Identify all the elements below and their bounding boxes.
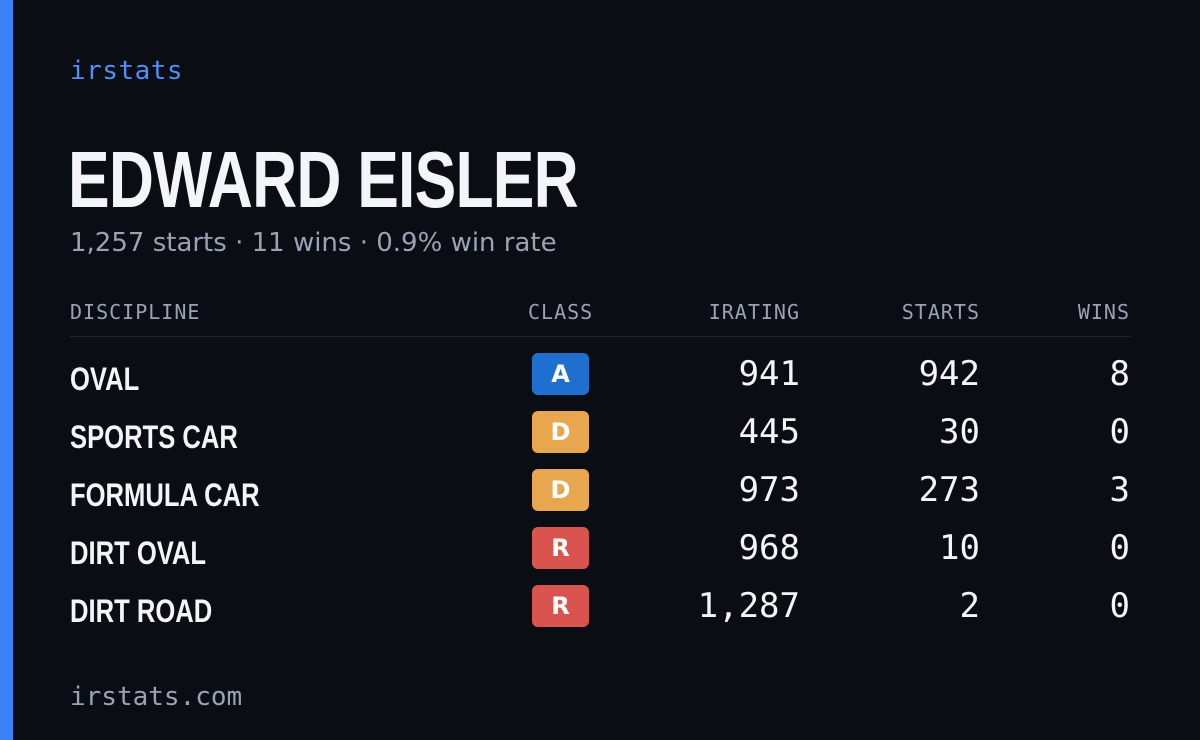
irating-value: 968 (738, 528, 800, 568)
table-row: DIRT OVAL R 968 10 0 (70, 511, 1131, 569)
wins-value: 0 (1109, 412, 1130, 452)
footer-url: irstats.com (70, 682, 243, 712)
header-irating: IRATING (708, 300, 800, 324)
discipline-name: SPORTS CAR (70, 419, 238, 455)
header-starts: STARTS (901, 300, 980, 324)
table-row: DIRT ROAD R 1,287 2 0 (70, 569, 1131, 627)
class-badge: R (532, 527, 589, 569)
wins-value: 8 (1109, 354, 1130, 394)
starts-value: 273 (918, 470, 980, 510)
stats-table: DISCIPLINE CLASS IRATING STARTS WINS OVA… (70, 298, 1131, 627)
wins-value: 0 (1109, 528, 1130, 568)
class-badge: R (532, 585, 589, 627)
wins-value: 3 (1109, 470, 1130, 510)
irating-value: 1,287 (697, 586, 800, 626)
accent-bar (0, 0, 13, 740)
discipline-name: FORMULA CAR (70, 477, 260, 513)
brand-logo: irstats (70, 56, 184, 86)
table-header: DISCIPLINE CLASS IRATING STARTS WINS (70, 298, 1131, 337)
starts-value: 2 (959, 586, 980, 626)
table-row: FORMULA CAR D 973 273 3 (70, 453, 1131, 511)
header-discipline: DISCIPLINE (70, 300, 201, 324)
table-body: OVAL A 941 942 8 SPORTS CAR D 445 30 0 F… (70, 337, 1131, 627)
starts-value: 10 (939, 528, 980, 568)
table-row: OVAL A 941 942 8 (70, 337, 1131, 395)
irating-value: 445 (738, 412, 800, 452)
irating-value: 973 (738, 470, 800, 510)
discipline-name: DIRT OVAL (70, 535, 207, 571)
class-badge: D (532, 469, 589, 511)
header-wins: WINS (1077, 300, 1130, 324)
wins-value: 0 (1109, 586, 1130, 626)
discipline-name: OVAL (70, 361, 140, 397)
discipline-name: DIRT ROAD (70, 593, 213, 629)
table-row: SPORTS CAR D 445 30 0 (70, 395, 1131, 453)
irating-value: 941 (738, 354, 800, 394)
header-class: CLASS (528, 300, 594, 324)
class-badge: A (532, 353, 589, 395)
driver-summary: 1,257 starts · 11 wins · 0.9% win rate (70, 228, 557, 258)
starts-value: 942 (918, 354, 980, 394)
driver-name: EDWARD EISLER (68, 135, 579, 224)
class-badge: D (532, 411, 589, 453)
starts-value: 30 (939, 412, 980, 452)
